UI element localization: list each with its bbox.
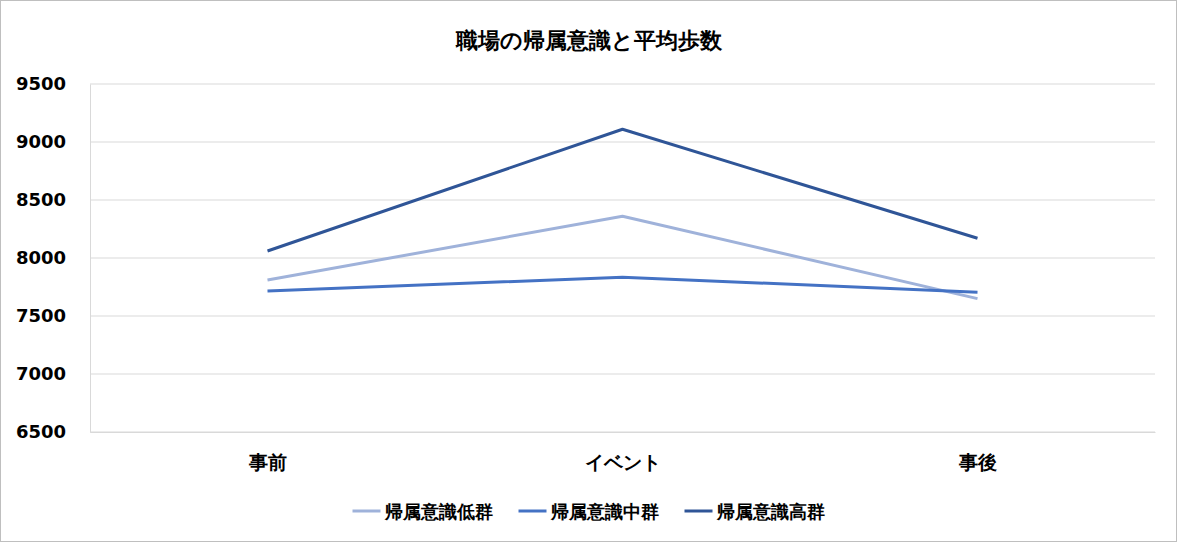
y-tick-label: 8500: [16, 189, 66, 210]
x-tick: イベント: [585, 432, 661, 473]
y-tick: 8000: [16, 247, 90, 268]
legend-item: 帰属意識低群: [353, 501, 493, 522]
y-tick-label: 9000: [16, 131, 66, 152]
grid-line: [90, 258, 1155, 259]
grid-line: [90, 84, 1155, 85]
grid-line: [90, 316, 1155, 317]
y-tick-label: 9500: [16, 73, 66, 94]
y-tick-label: 7500: [16, 305, 66, 326]
series-line: [268, 129, 978, 251]
grid-line: [90, 200, 1155, 201]
plot-area: [268, 129, 978, 298]
y-tick: 9000: [16, 131, 90, 152]
chart: 職場の帰属意識と平均歩数 6500 7000 7500 8000 8500 9000 9500…: [0, 0, 1177, 542]
y-tick-label: 6500: [16, 421, 66, 442]
legend: 帰属意識低群 帰属意識中群 帰属意識高群: [353, 501, 825, 522]
y-tick: 8500: [16, 189, 90, 210]
x-axis-line: [91, 432, 1156, 433]
legend-swatch: [519, 510, 547, 513]
y-tick: 9500: [16, 73, 90, 94]
y-axis: 6500 7000 7500 8000 8500 9000 9500: [16, 73, 91, 442]
legend-label: 帰属意識高群: [716, 501, 825, 522]
grid: [90, 84, 1155, 432]
legend-label: 帰属意識中群: [550, 501, 659, 522]
x-tick: 事後: [958, 432, 997, 473]
legend-swatch: [685, 510, 713, 513]
legend-swatch: [353, 510, 381, 513]
x-tick-label: 事前: [248, 451, 287, 473]
x-tick: 事前: [248, 432, 287, 473]
x-tick-label: イベント: [585, 451, 661, 473]
x-tick-label: 事後: [958, 451, 997, 473]
chart-title: 職場の帰属意識と平均歩数: [455, 28, 723, 53]
grid-line: [90, 142, 1155, 143]
y-tick: 7500: [16, 305, 90, 326]
y-tick: 6500: [16, 421, 90, 442]
grid-line: [90, 432, 1155, 433]
y-tick-label: 7000: [16, 363, 66, 384]
legend-label: 帰属意識低群: [384, 501, 493, 522]
y-tick-label: 8000: [16, 247, 66, 268]
series-line: [268, 216, 978, 298]
legend-item: 帰属意識高群: [685, 501, 825, 522]
series-line: [268, 277, 978, 292]
chart-frame: [1, 1, 1177, 542]
x-axis: 事前 イベント 事後: [91, 432, 1156, 473]
legend-item: 帰属意識中群: [519, 501, 659, 522]
grid-line: [90, 374, 1155, 375]
y-axis-line: [90, 85, 91, 433]
y-tick: 7000: [16, 363, 90, 384]
